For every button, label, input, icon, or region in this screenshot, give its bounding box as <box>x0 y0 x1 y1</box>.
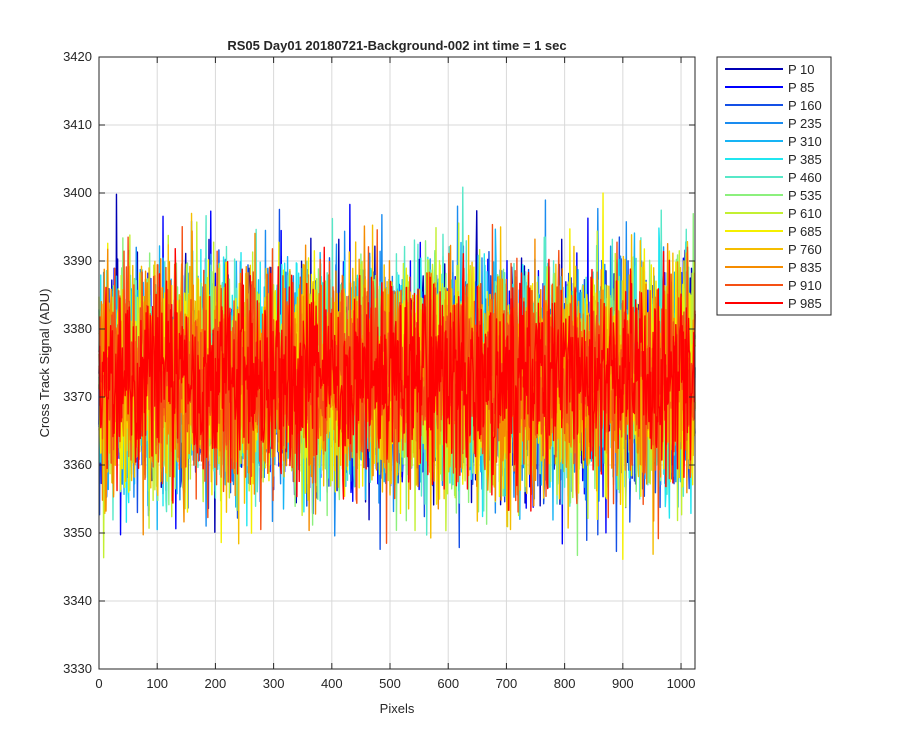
y-axis: 3330 3340 3350 3360 3370 3380 3390 3400 3410 3420 <box>63 49 695 676</box>
legend-label: P 460 <box>788 170 822 185</box>
y-tick-label: 3380 <box>63 321 92 336</box>
legend-label: P 385 <box>788 152 822 167</box>
legend-label: P 685 <box>788 224 822 239</box>
x-tick-label: 1000 <box>667 676 696 691</box>
x-tick-label: 0 <box>95 676 102 691</box>
legend-label: P 235 <box>788 116 822 131</box>
x-tick-label: 700 <box>496 676 518 691</box>
y-tick-label: 3390 <box>63 253 92 268</box>
series-line <box>98 246 696 512</box>
legend-label: P 760 <box>788 242 822 257</box>
legend-label: P 10 <box>788 62 815 77</box>
y-tick-label: 3330 <box>63 661 92 676</box>
series-layer <box>98 186 696 561</box>
y-tick-label: 3340 <box>63 593 92 608</box>
y-tick-label: 3360 <box>63 457 92 472</box>
plot-frame <box>98 56 696 670</box>
legend-label: P 160 <box>788 98 822 113</box>
legend-label: P 985 <box>788 296 822 311</box>
y-tick-label: 3350 <box>63 525 92 540</box>
x-tick-label: 200 <box>205 676 227 691</box>
x-tick-label: 400 <box>321 676 343 691</box>
x-tick-label: 800 <box>554 676 576 691</box>
legend: P 10 P 85 P 160 P 235 P 310 P 385 P 460 P 535 P … <box>716 56 832 316</box>
y-tick-label: 3420 <box>63 49 92 64</box>
x-axis-label: Pixels <box>380 701 415 716</box>
legend-box <box>716 56 832 316</box>
y-axis-label: Cross Track Signal (ADU) <box>37 289 52 438</box>
y-tick-label: 3410 <box>63 117 92 132</box>
legend-label: P 310 <box>788 134 822 149</box>
x-axis: 0 100 200 300 400 500 600 700 800 900 1000 <box>95 57 695 691</box>
x-tick-label: 300 <box>263 676 285 691</box>
x-tick-label: 900 <box>612 676 634 691</box>
legend-label: P 835 <box>788 260 822 275</box>
chart-title: RS05 Day01 20180721-Background-002 int t… <box>227 38 566 53</box>
x-tick-label: 500 <box>379 676 401 691</box>
x-tick-label: 600 <box>437 676 459 691</box>
legend-label: P 85 <box>788 80 815 95</box>
legend-label: P 910 <box>788 278 822 293</box>
y-tick-label: 3370 <box>63 389 92 404</box>
legend-label: P 535 <box>788 188 822 203</box>
x-tick-label: 100 <box>146 676 168 691</box>
legend-label: P 610 <box>788 206 822 221</box>
y-tick-label: 3400 <box>63 185 92 200</box>
